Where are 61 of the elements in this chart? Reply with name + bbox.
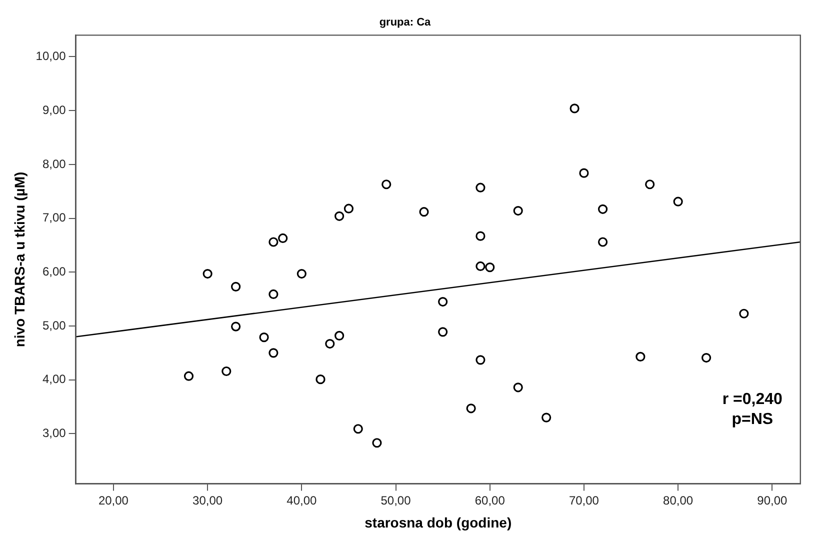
point — [344, 204, 354, 214]
x-tick-label: 30,00 — [192, 493, 223, 508]
point — [184, 371, 194, 381]
point — [296, 268, 306, 279]
x-axis-title: starosna dob (godine) — [364, 514, 512, 530]
x-tick-label: 20,00 — [98, 493, 129, 508]
x-tick-label: 90,00 — [757, 493, 788, 508]
point — [673, 196, 683, 206]
point — [739, 308, 749, 318]
y-axis-title: nivo TBARS-a u tkivu (µM) — [11, 172, 28, 348]
y-tick-label: 9,00 — [42, 102, 66, 117]
point — [636, 352, 646, 362]
y-tick-label: 3,00 — [42, 426, 66, 440]
y-tick-label: 6,00 — [42, 264, 66, 278]
y-tick-label: 5,00 — [42, 318, 66, 332]
point — [513, 382, 523, 392]
point — [231, 322, 241, 332]
x-tick-label: 60,00 — [474, 493, 506, 508]
point — [334, 211, 344, 221]
point — [476, 355, 486, 365]
point — [570, 104, 580, 114]
point — [598, 204, 608, 214]
point — [476, 231, 486, 241]
point — [268, 237, 278, 247]
point — [278, 233, 288, 244]
point — [353, 424, 363, 434]
annotation: p=NS — [732, 410, 774, 428]
x-tick-label: 70,00 — [568, 493, 600, 508]
point — [382, 180, 392, 190]
point — [645, 180, 655, 190]
point — [259, 332, 269, 342]
point — [268, 348, 278, 358]
point — [231, 282, 241, 292]
x-tick-label: 80,00 — [663, 493, 694, 508]
y-tick-label: 7,00 — [42, 210, 66, 225]
point — [325, 338, 335, 349]
x-tick-label: 50,00 — [380, 493, 412, 508]
point — [438, 327, 448, 337]
y-tick-label: 4,00 — [42, 372, 66, 386]
point — [316, 374, 326, 384]
y-tick-label: 10,00 — [36, 49, 66, 64]
point — [466, 404, 476, 414]
point — [268, 289, 278, 300]
point — [222, 366, 232, 376]
point — [476, 182, 486, 192]
point — [598, 237, 608, 247]
x-tick-label: 40,00 — [286, 493, 318, 508]
point — [702, 352, 712, 363]
point — [485, 262, 495, 272]
annotation: r =0,240 — [722, 390, 783, 408]
point — [419, 207, 429, 217]
y-tick-label: 8,00 — [42, 156, 66, 171]
point — [513, 206, 523, 216]
point — [579, 168, 589, 178]
point — [372, 438, 382, 448]
point — [476, 261, 486, 272]
point — [438, 296, 448, 307]
point — [202, 268, 212, 279]
point — [542, 412, 552, 422]
point — [334, 330, 344, 341]
chart-title: grupa: Ca — [379, 16, 432, 29]
